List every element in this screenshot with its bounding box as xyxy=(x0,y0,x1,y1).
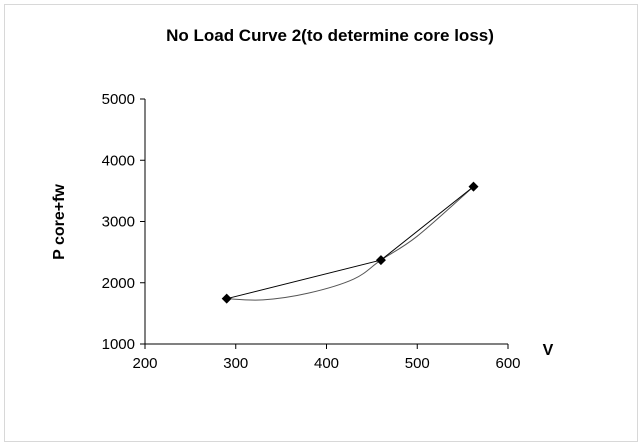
data-line xyxy=(226,186,474,300)
x-axis-ticks: 200 300 400 500 600 xyxy=(132,344,521,372)
chart-title: No Load Curve 2(to determine core loss) xyxy=(166,26,494,45)
y-axis-ticks: 1000 2000 3000 4000 5000 xyxy=(102,91,145,353)
y-tick-label: 3000 xyxy=(102,214,135,231)
series-layer xyxy=(221,181,479,304)
trendline-curve xyxy=(226,186,474,301)
y-tick-label: 1000 xyxy=(102,336,135,353)
data-point-marker xyxy=(468,181,479,192)
x-tick-label: 300 xyxy=(223,355,248,372)
y-tick-label: 5000 xyxy=(102,91,135,108)
data-point-marker xyxy=(221,293,232,304)
data-point-marker xyxy=(375,255,386,266)
x-tick-label: 600 xyxy=(495,355,520,372)
y-axis-label: P core+fw xyxy=(51,184,68,260)
y-tick-label: 2000 xyxy=(102,275,135,292)
y-tick-label: 4000 xyxy=(102,152,135,169)
chart-frame xyxy=(4,4,638,442)
x-tick-label: 500 xyxy=(405,355,430,372)
x-tick-label: 200 xyxy=(132,355,157,372)
x-axis-label: V xyxy=(543,342,554,359)
x-tick-label: 400 xyxy=(314,355,339,372)
